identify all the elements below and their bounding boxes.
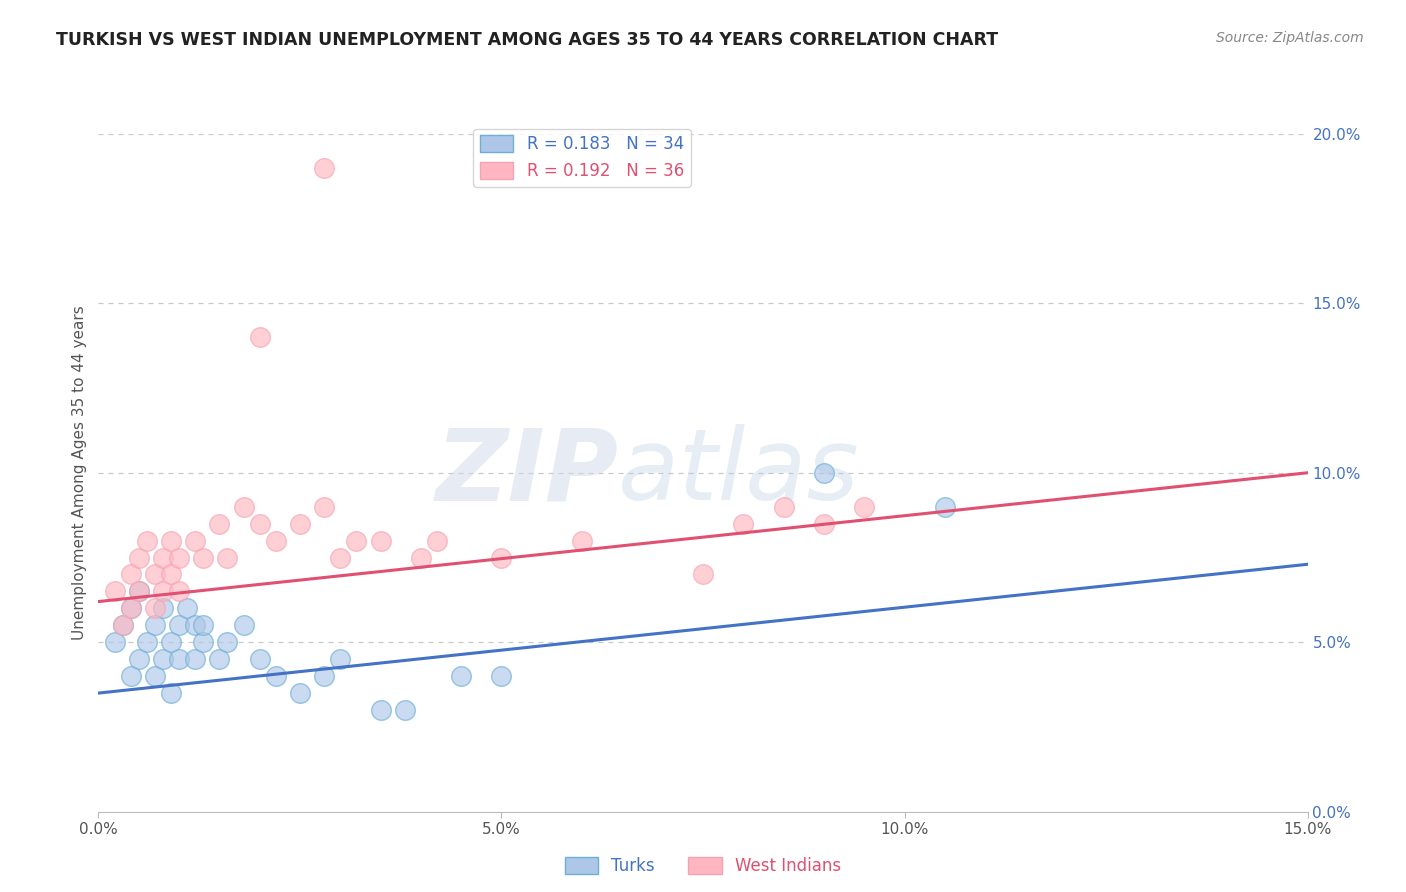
Point <box>120 601 142 615</box>
Point <box>344 533 367 548</box>
Point <box>813 516 835 531</box>
Point <box>853 500 876 514</box>
Point <box>143 618 166 632</box>
Point <box>152 652 174 666</box>
Point <box>264 669 287 683</box>
Point <box>314 161 336 175</box>
Point <box>160 686 183 700</box>
Point <box>152 584 174 599</box>
Point <box>152 550 174 565</box>
Point <box>208 516 231 531</box>
Point <box>143 601 166 615</box>
Point <box>491 669 513 683</box>
Legend: Turks, West Indians: Turks, West Indians <box>558 850 848 881</box>
Point <box>394 703 416 717</box>
Point <box>370 703 392 717</box>
Point <box>167 584 190 599</box>
Point <box>135 635 157 649</box>
Point <box>167 618 190 632</box>
Point <box>370 533 392 548</box>
Point <box>103 584 125 599</box>
Point <box>128 550 150 565</box>
Point <box>193 635 215 649</box>
Point <box>409 550 432 565</box>
Point <box>184 618 207 632</box>
Point <box>264 533 287 548</box>
Point <box>314 500 336 514</box>
Point <box>733 516 755 531</box>
Point <box>176 601 198 615</box>
Point <box>128 584 150 599</box>
Point <box>167 550 190 565</box>
Y-axis label: Unemployment Among Ages 35 to 44 years: Unemployment Among Ages 35 to 44 years <box>72 305 87 640</box>
Point <box>160 567 183 582</box>
Text: ZIP: ZIP <box>436 425 619 521</box>
Point <box>249 330 271 344</box>
Point <box>184 533 207 548</box>
Point <box>692 567 714 582</box>
Point <box>217 550 239 565</box>
Point <box>184 652 207 666</box>
Point <box>143 669 166 683</box>
Point <box>232 500 254 514</box>
Text: atlas: atlas <box>619 425 860 521</box>
Point <box>167 652 190 666</box>
Point <box>193 618 215 632</box>
Point <box>314 669 336 683</box>
Point <box>491 550 513 565</box>
Point <box>813 466 835 480</box>
Point <box>288 516 311 531</box>
Point <box>111 618 134 632</box>
Text: TURKISH VS WEST INDIAN UNEMPLOYMENT AMONG AGES 35 TO 44 YEARS CORRELATION CHART: TURKISH VS WEST INDIAN UNEMPLOYMENT AMON… <box>56 31 998 49</box>
Point <box>152 601 174 615</box>
Point <box>128 584 150 599</box>
Point <box>120 567 142 582</box>
Point <box>208 652 231 666</box>
Point <box>232 618 254 632</box>
Point <box>329 652 352 666</box>
Point <box>450 669 472 683</box>
Point <box>217 635 239 649</box>
Point <box>426 533 449 548</box>
Text: Source: ZipAtlas.com: Source: ZipAtlas.com <box>1216 31 1364 45</box>
Point <box>288 686 311 700</box>
Point <box>249 516 271 531</box>
Point <box>143 567 166 582</box>
Point <box>135 533 157 548</box>
Point <box>193 550 215 565</box>
Point <box>120 601 142 615</box>
Point <box>128 652 150 666</box>
Point <box>160 635 183 649</box>
Point <box>249 652 271 666</box>
Point <box>934 500 956 514</box>
Point <box>120 669 142 683</box>
Point <box>329 550 352 565</box>
Point <box>772 500 794 514</box>
Point <box>103 635 125 649</box>
Point <box>571 533 593 548</box>
Point <box>160 533 183 548</box>
Point <box>111 618 134 632</box>
